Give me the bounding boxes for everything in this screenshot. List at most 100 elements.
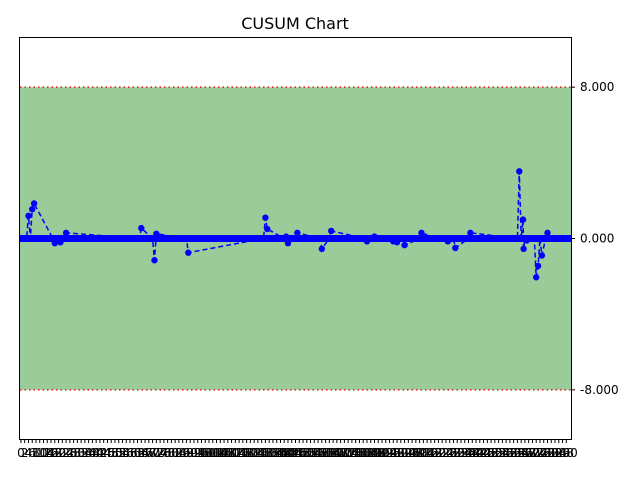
x-tick-label: 28 [66,446,81,460]
x-tick-label: 8 [32,446,40,460]
x-tick-label: 182 [352,446,375,460]
x-tick-label: 240 [461,446,484,460]
x-tick-label: 212 [408,446,431,460]
data-point [62,229,70,237]
chart-title: CUSUM Chart [241,14,349,33]
x-tick-label: 170 [329,446,352,460]
x-tick-label: 192 [371,446,394,460]
data-point [328,227,335,235]
x-tick-label: 0 [17,446,25,460]
data-point [452,244,459,252]
x-tick-label: 134 [261,446,284,460]
x-tick-label: 228 [438,446,461,460]
x-tick-label: 258 [495,446,518,460]
x-tick-label: 82 [168,446,183,460]
data-point [444,238,452,245]
x-tick-label: 64 [134,446,149,460]
x-tick-label: 18 [47,446,62,460]
x-tick-label: 188 [363,446,386,460]
x-tick-label: 76 [156,446,171,460]
x-tick-label: 284 [544,446,567,460]
x-tick-label: 218 [419,446,442,460]
x-tick-label: 24 [58,446,73,460]
x-tick-label: 210 [404,446,427,460]
x-tick-label: 44 [96,446,111,460]
x-tick-label: 254 [487,446,510,460]
x-tick-label: 206 [397,446,420,460]
data-point [393,239,401,246]
y-tick-label: 0.000 [580,232,614,246]
data-point [519,216,527,223]
x-tick-label: 98 [198,446,213,460]
x-tick-label: 90 [183,446,198,460]
x-tick-label: 150 [292,446,315,460]
x-tick-label: 80 [164,446,179,460]
x-tick-label: 108 [213,446,236,460]
data-point [422,233,429,240]
data-point [401,241,408,249]
x-tick-label: 232 [446,446,469,460]
x-tick-label: 126 [246,446,269,460]
x-tick-label: 58 [122,446,137,460]
x-tick-label: 282 [540,446,563,460]
x-tick-label: 16 [43,446,58,460]
x-tick-label: 264 [506,446,529,460]
x-tick-label: 158 [307,446,330,460]
data-point [538,252,546,259]
x-tick-label: 252 [483,446,506,460]
y-axis: 8.000 0.000 -8.000 [571,80,619,397]
x-tick-label: 248 [476,446,499,460]
x-tick-label: 56 [119,446,134,460]
x-tick-label: 224 [431,446,454,460]
x-tick-label: 204 [393,446,416,460]
x-tick-label: 106 [209,446,232,460]
x-tick-label: 160 [310,446,333,460]
x-tick-label: 278 [532,446,555,460]
x-axis: 0246810121416182022242628303234363840424… [17,439,578,460]
data-point [29,205,36,213]
data-point [264,225,271,233]
x-tick-label: 110 [216,446,239,460]
x-tick-label: 52 [111,446,126,460]
x-tick-label: 46 [100,446,115,460]
x-tick-label: 152 [295,446,318,460]
x-tick-label: 60 [126,446,141,460]
data-point [467,229,474,237]
x-tick-label: 220 [423,446,446,460]
data-point [371,233,378,240]
x-tick-label: 194 [374,446,397,460]
x-tick-label: 112 [220,446,243,460]
x-tick-label: 54 [115,446,130,460]
x-tick-label: 274 [525,446,548,460]
x-tick-label: 270 [517,446,540,460]
data-point [30,200,38,207]
x-tick-label: 96 [194,446,209,460]
x-tick-label: 272 [521,446,544,460]
x-tick-label: 122 [239,446,262,460]
x-tick-label: 144 [280,446,303,460]
x-tick-label: 202 [389,446,412,460]
x-tick-label: 138 [269,446,292,460]
x-tick-label: 74 [152,446,167,460]
x-tick-label: 256 [491,446,514,460]
x-tick-label: 260 [498,446,521,460]
x-tick-label: 2 [21,446,29,460]
x-tick-label: 162 [314,446,337,460]
x-tick-label: 148 [288,446,311,460]
x-tick-label: 116 [228,446,251,460]
data-point [523,237,531,244]
data-point [534,262,542,270]
x-tick-label: 48 [104,446,119,460]
x-tick-label: 100 [198,446,221,460]
x-tick-label: 166 [322,446,345,460]
x-tick-label: 186 [359,446,382,460]
data-point [57,239,64,246]
x-tick-label: 20 [51,446,66,460]
y-tick-label: -8.000 [580,383,619,397]
x-tick-label: 172 [333,446,356,460]
y-tick-label: 8.000 [580,80,614,94]
x-tick-label: 68 [141,446,156,460]
x-tick-label: 154 [299,446,322,460]
x-tick-label: 22 [55,446,70,460]
